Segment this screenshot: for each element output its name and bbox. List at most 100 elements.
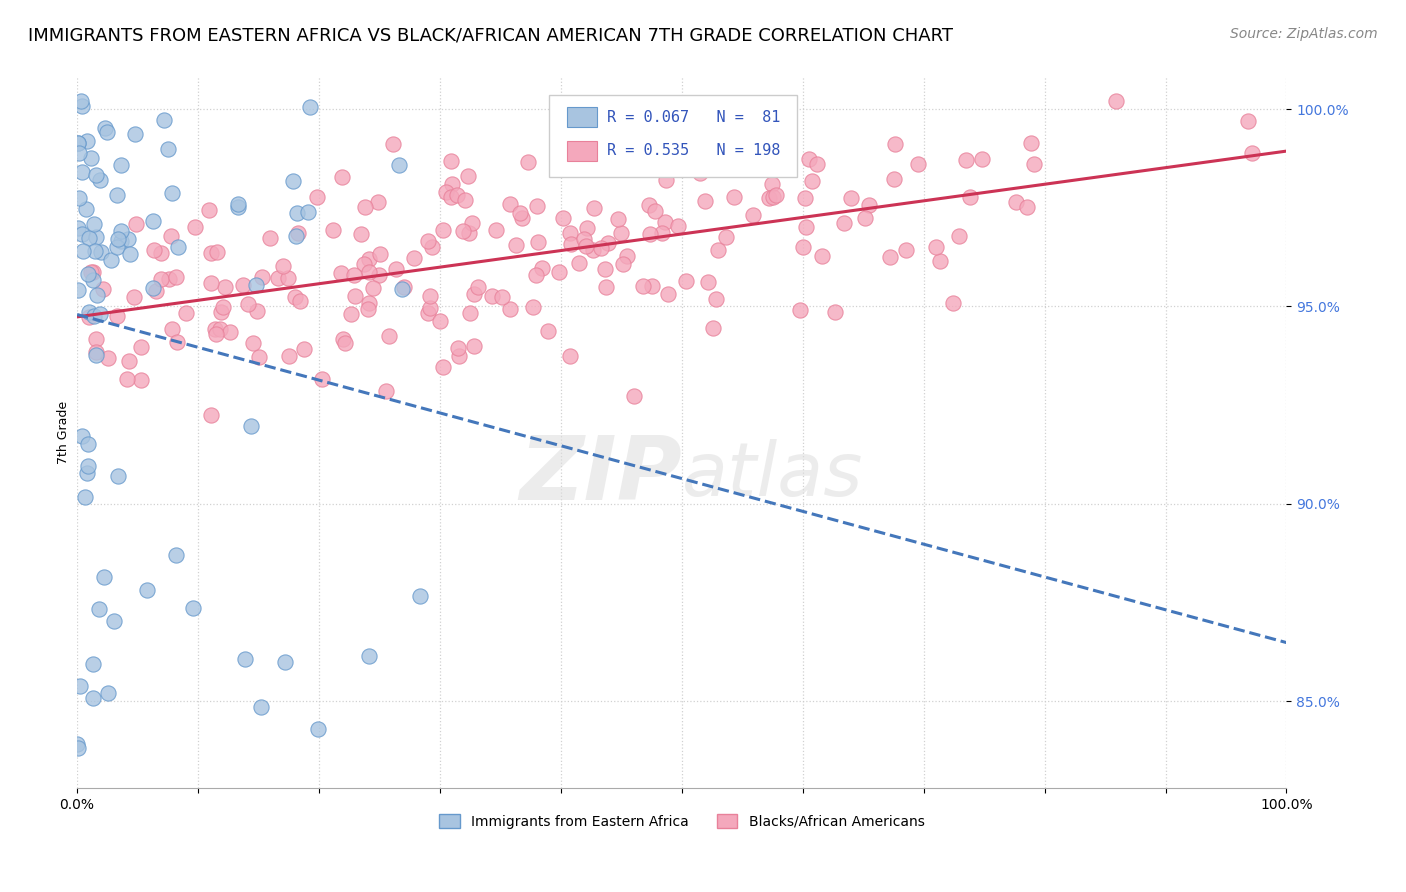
Point	[200, 245, 222, 260]
Point	[526, 268, 548, 282]
Point	[200, 276, 222, 290]
Point	[84, 332, 107, 346]
Point	[84, 244, 107, 258]
Point	[100, 252, 122, 267]
Point	[811, 249, 834, 263]
Point	[105, 309, 128, 323]
Point	[797, 152, 820, 166]
Point	[832, 216, 855, 230]
Point	[568, 256, 591, 270]
Point	[150, 272, 173, 286]
Text: atlas: atlas	[682, 439, 863, 511]
Point	[110, 235, 132, 249]
Point	[728, 149, 751, 163]
Point	[209, 305, 232, 319]
Point	[292, 342, 315, 356]
Point	[675, 274, 697, 288]
Point	[907, 156, 929, 170]
Point	[853, 211, 876, 226]
Point	[86, 229, 108, 244]
Point	[115, 372, 138, 386]
Point	[107, 232, 129, 246]
Point	[755, 161, 778, 176]
Point	[311, 372, 333, 386]
Point	[165, 270, 187, 285]
Point	[612, 256, 634, 270]
Point	[1022, 157, 1045, 171]
Text: IMMIGRANTS FROM EASTERN AFRICA VS BLACK/AFRICAN AMERICAN 7TH GRADE CORRELATION C: IMMIGRANTS FROM EASTERN AFRICA VS BLACK/…	[28, 27, 953, 45]
Point	[553, 211, 575, 225]
Point	[517, 155, 540, 169]
Point	[150, 245, 173, 260]
Point	[67, 221, 90, 235]
Legend: Immigrants from Eastern Africa, Blacks/African Americans: Immigrants from Eastern Africa, Blacks/A…	[433, 808, 929, 834]
Point	[80, 151, 103, 165]
Point	[439, 190, 461, 204]
Point	[278, 349, 301, 363]
Point	[457, 226, 479, 240]
Point	[250, 270, 273, 285]
Point	[72, 244, 94, 258]
Point	[297, 204, 319, 219]
Point	[184, 220, 207, 235]
Point	[79, 305, 101, 319]
Text: R = 0.067   N =  81: R = 0.067 N = 81	[607, 110, 780, 125]
Point	[463, 339, 485, 353]
Point	[449, 350, 471, 364]
Point	[481, 289, 503, 303]
Point	[547, 265, 569, 279]
Point	[806, 157, 828, 171]
Point	[136, 583, 159, 598]
Point	[285, 229, 308, 244]
Point	[70, 94, 93, 108]
Point	[607, 212, 630, 227]
Point	[858, 197, 880, 211]
Point	[142, 281, 165, 295]
Point	[204, 322, 226, 336]
Point	[948, 229, 970, 244]
Point	[343, 268, 366, 283]
Point	[723, 189, 745, 203]
Point	[200, 409, 222, 423]
Point	[1105, 94, 1128, 108]
Point	[451, 224, 474, 238]
Point	[333, 335, 356, 350]
Point	[440, 177, 463, 191]
Point	[655, 173, 678, 187]
Point	[339, 307, 361, 321]
Point	[236, 297, 259, 311]
Point	[82, 265, 104, 279]
Point	[929, 253, 952, 268]
Point	[181, 600, 204, 615]
Point	[82, 691, 104, 706]
Point	[72, 227, 94, 242]
Point	[839, 191, 862, 205]
Point	[354, 200, 377, 214]
Point	[761, 178, 783, 192]
Point	[82, 273, 104, 287]
Point	[505, 238, 527, 252]
Point	[343, 289, 366, 303]
Point	[631, 278, 654, 293]
Point	[942, 296, 965, 310]
Point	[75, 202, 97, 216]
Point	[67, 191, 90, 205]
Point	[454, 193, 477, 207]
Point	[105, 240, 128, 254]
Point	[432, 222, 454, 236]
Point	[460, 216, 482, 230]
Point	[84, 345, 107, 359]
Point	[66, 283, 89, 297]
Point	[281, 174, 304, 188]
Point	[142, 243, 165, 257]
Point	[499, 196, 522, 211]
Point	[560, 237, 582, 252]
Point	[322, 223, 344, 237]
Point	[1241, 145, 1264, 160]
Point	[271, 259, 294, 273]
Point	[522, 300, 544, 314]
Point	[77, 436, 100, 450]
Point	[349, 227, 371, 242]
Point	[1237, 114, 1260, 128]
Point	[394, 279, 416, 293]
